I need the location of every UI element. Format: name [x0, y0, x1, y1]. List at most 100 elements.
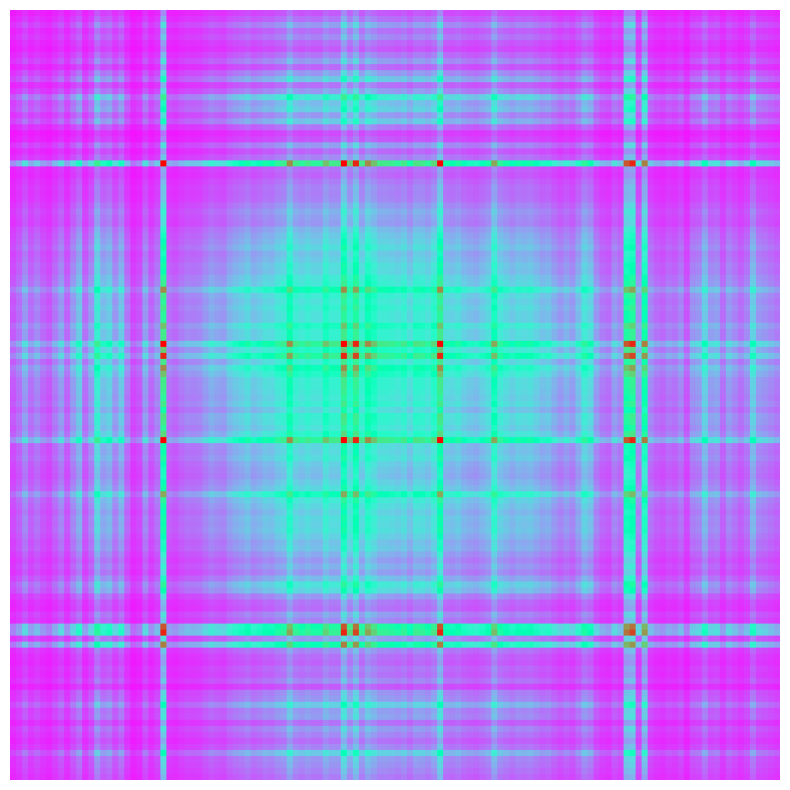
heatmap-cell	[142, 166, 149, 174]
heatmap-cell	[238, 226, 246, 234]
heatmap-cell	[64, 112, 71, 119]
heatmap-cell	[184, 28, 192, 35]
heatmap-cell	[40, 130, 47, 137]
heatmap-cell	[605, 46, 613, 53]
heatmap-cell	[587, 196, 595, 204]
heatmap-cell	[346, 34, 354, 41]
heatmap-cell	[617, 106, 625, 113]
heatmap-cell	[623, 166, 631, 174]
heatmap-cell	[190, 202, 198, 210]
heatmap-cell	[16, 220, 23, 228]
heatmap-cell	[100, 22, 107, 29]
heatmap-cell	[76, 154, 83, 161]
heatmap-cell	[473, 106, 480, 113]
heatmap-cell	[160, 10, 168, 17]
heatmap-cell	[533, 88, 540, 95]
heatmap-cell	[725, 154, 733, 161]
heatmap-cell	[244, 34, 252, 41]
heatmap-cell	[677, 148, 685, 155]
heatmap-cell	[28, 148, 35, 155]
heatmap-cell	[256, 52, 264, 59]
heatmap-cell	[256, 28, 264, 35]
heatmap-cell	[575, 154, 583, 161]
heatmap-cell	[88, 76, 95, 83]
heatmap-cell	[683, 28, 691, 35]
heatmap-cell	[485, 136, 492, 143]
heatmap-cell	[10, 232, 17, 240]
heatmap-cell	[461, 112, 468, 119]
heatmap-cell	[40, 40, 47, 47]
heatmap-cell	[64, 82, 71, 89]
heatmap-cell	[280, 22, 288, 29]
heatmap-cell	[346, 52, 354, 59]
heatmap-cell	[761, 208, 769, 216]
heatmap-cell	[479, 172, 486, 180]
heatmap-cell	[449, 154, 456, 161]
heatmap-cell	[455, 238, 462, 246]
heatmap-cell	[28, 130, 35, 137]
heatmap-cell	[100, 220, 107, 228]
heatmap-cell	[352, 64, 360, 71]
heatmap-cell	[76, 70, 83, 77]
heatmap-cell	[382, 112, 390, 119]
heatmap-cell	[166, 160, 174, 168]
heatmap-cell	[407, 142, 414, 149]
heatmap-cell	[358, 232, 366, 240]
heatmap-cell	[629, 64, 637, 71]
heatmap-cell	[328, 214, 336, 222]
heatmap-cell	[407, 196, 414, 204]
heatmap-cell	[401, 76, 408, 83]
heatmap-cell	[719, 124, 727, 131]
heatmap-cell	[761, 88, 769, 95]
heatmap-cell	[497, 124, 504, 131]
heatmap-cell	[527, 160, 534, 168]
heatmap-cell	[328, 34, 336, 41]
heatmap-cell	[172, 220, 180, 228]
heatmap-cell	[112, 238, 119, 246]
heatmap-cell	[142, 40, 149, 47]
heatmap-cell	[322, 136, 330, 143]
heatmap-cell	[178, 142, 186, 149]
heatmap-cell	[292, 196, 300, 204]
heatmap-cell	[178, 166, 186, 174]
heatmap-cell	[52, 112, 59, 119]
heatmap-cell	[238, 190, 246, 198]
heatmap-cell	[425, 190, 432, 198]
heatmap-cell	[358, 28, 366, 35]
heatmap-cell	[208, 94, 216, 101]
heatmap-cell	[425, 64, 432, 71]
heatmap-cell	[695, 100, 703, 107]
heatmap-cell	[64, 130, 71, 137]
heatmap-cell	[22, 130, 29, 137]
heatmap-cell	[563, 214, 571, 222]
heatmap-cell	[611, 112, 619, 119]
heatmap-cell	[677, 22, 685, 29]
heatmap-cell	[497, 184, 504, 192]
heatmap-cell	[82, 88, 89, 95]
heatmap-cell	[340, 238, 348, 246]
heatmap-cell	[659, 100, 667, 107]
heatmap-cell	[407, 154, 414, 161]
heatmap-cell	[214, 166, 222, 174]
heatmap-cell	[527, 202, 534, 210]
heatmap-cell	[178, 214, 186, 222]
heatmap-cell	[407, 178, 414, 186]
heatmap-cell	[749, 88, 757, 95]
heatmap-cell	[767, 148, 775, 155]
heatmap-cell	[154, 136, 161, 143]
heatmap-cell	[202, 70, 210, 77]
heatmap-cell	[581, 22, 589, 29]
heatmap-cell	[346, 172, 354, 180]
heatmap-cell	[719, 238, 727, 246]
heatmap-cell	[292, 118, 300, 125]
heatmap-cell	[202, 46, 210, 53]
heatmap-cell	[701, 76, 709, 83]
heatmap-cell	[142, 112, 149, 119]
heatmap-cell	[653, 58, 661, 65]
heatmap-cell	[10, 10, 17, 17]
heatmap-cell	[82, 238, 89, 246]
heatmap-cell	[124, 70, 131, 77]
heatmap-cell	[677, 112, 685, 119]
heatmap-cell	[286, 112, 294, 119]
heatmap-cell	[130, 208, 137, 216]
